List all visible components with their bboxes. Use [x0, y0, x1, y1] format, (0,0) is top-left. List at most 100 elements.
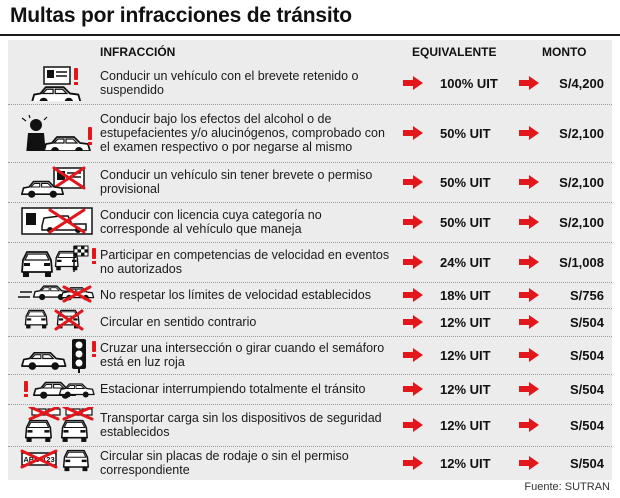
- arrow-icon: [402, 125, 424, 146]
- arrow-icon: [518, 75, 540, 96]
- fine-amount: S/2,100: [559, 215, 604, 230]
- infraction-description: Conducir con licencia cuya categoría no …: [100, 208, 322, 236]
- infraction-description: Circular sin placas de rodaje o sin el p…: [100, 449, 349, 477]
- arrow-right-icon: [403, 215, 423, 229]
- infraction-description: No respetar los límites de velocidad est…: [100, 288, 371, 302]
- arrow-right-icon: [519, 315, 539, 329]
- equivalent-value: 24% UIT: [440, 255, 491, 270]
- equivalent-value: 100% UIT: [440, 76, 498, 91]
- fine-amount: S/504: [570, 418, 604, 433]
- row-divider: [8, 308, 612, 309]
- row-divider: [8, 336, 612, 337]
- row-divider: [8, 446, 612, 447]
- arrow-icon: [518, 455, 540, 476]
- table-row: Circular en sentido contrario 12% UIT S/50…: [8, 308, 612, 336]
- no-license-icon: [20, 166, 86, 198]
- infraction-description: Conducir bajo los efectos del alcohol o …: [100, 112, 385, 154]
- arrow-icon: [402, 287, 424, 308]
- equivalent-value: 12% UIT: [440, 348, 491, 363]
- row-icon: [16, 405, 100, 448]
- fine-amount: S/504: [570, 456, 604, 471]
- arrow-icon: [402, 417, 424, 438]
- equivalent-value: 18% UIT: [440, 288, 491, 303]
- equivalent-value: 12% UIT: [440, 418, 491, 433]
- arrow-icon: [402, 254, 424, 275]
- infraction-description: Conducir un vehículo con el brevete rete…: [100, 69, 359, 97]
- row-icon: [16, 114, 100, 156]
- arrow-right-icon: [403, 456, 423, 470]
- equivalent-value: 50% UIT: [440, 215, 491, 230]
- row-divider: [8, 282, 612, 283]
- unsecured-cargo-icon: [24, 405, 94, 442]
- row-icon: [16, 204, 100, 245]
- arrow-icon: [518, 254, 540, 275]
- arrow-right-icon: [519, 126, 539, 140]
- row-divider: [8, 374, 612, 375]
- table-row: Conducir un vehículo con el brevete rete…: [8, 62, 612, 107]
- arrow-icon: [402, 381, 424, 402]
- arrow-icon: [518, 214, 540, 235]
- arrow-icon: [402, 214, 424, 235]
- arrow-right-icon: [519, 418, 539, 432]
- arrow-icon: [402, 75, 424, 96]
- table-row: Cruzar una intersección o girar cuando e…: [8, 336, 612, 374]
- fine-amount: S/756: [570, 288, 604, 303]
- fine-amount: S/504: [570, 382, 604, 397]
- speeding-car-icon: [18, 285, 95, 303]
- fine-amount: S/504: [570, 315, 604, 330]
- arrow-right-icon: [519, 255, 539, 269]
- table-row: Conducir un vehículo sin tener brevete o…: [8, 162, 612, 202]
- equivalent-value: 50% UIT: [440, 175, 491, 190]
- table-row: Estacionar interrumpiendo totalmente el …: [8, 374, 612, 404]
- blocking-parking-icon: [24, 381, 95, 399]
- source-note: Fuente: SUTRAN: [524, 481, 610, 493]
- row-divider: [8, 404, 612, 405]
- infraction-description: Estacionar interrumpiendo totalmente el …: [100, 382, 366, 396]
- header-equivalente: EQUIVALENTE: [412, 45, 497, 59]
- arrow-right-icon: [519, 215, 539, 229]
- arrow-right-icon: [519, 76, 539, 90]
- header-monto: MONTO: [542, 45, 587, 59]
- arrow-right-icon: [403, 175, 423, 189]
- table-row: Transportar carga sin los dispositivos d…: [8, 404, 612, 446]
- wrong-license-category-icon: [21, 207, 93, 235]
- row-icon: ABC-123: [16, 447, 100, 488]
- arrow-right-icon: [403, 418, 423, 432]
- arrow-right-icon: [403, 315, 423, 329]
- equivalent-value: 12% UIT: [440, 382, 491, 397]
- fines-table-panel: [8, 40, 612, 480]
- wrong-way-icon: [24, 309, 84, 331]
- equivalent-value: 50% UIT: [440, 126, 491, 141]
- arrow-right-icon: [519, 175, 539, 189]
- fine-amount: S/1,008: [559, 255, 604, 270]
- arrow-icon: [402, 174, 424, 195]
- arrow-right-icon: [403, 76, 423, 90]
- row-divider: [8, 162, 612, 163]
- arrow-right-icon: [403, 348, 423, 362]
- title-bar: Multas por infracciones de tránsito: [0, 0, 620, 36]
- row-icon: [16, 309, 100, 350]
- infraction-description: Participar en competencias de velocidad …: [100, 248, 390, 276]
- table-row: Conducir con licencia cuya categoría no …: [8, 202, 612, 242]
- arrow-icon: [518, 174, 540, 195]
- drunk-driver-icon: [21, 114, 92, 155]
- fine-amount: S/4,200: [559, 76, 604, 91]
- arrow-right-icon: [403, 382, 423, 396]
- arrow-right-icon: [519, 456, 539, 470]
- row-icon: [16, 244, 100, 285]
- equivalent-value: 12% UIT: [440, 456, 491, 471]
- arrow-icon: [518, 381, 540, 402]
- arrow-right-icon: [519, 382, 539, 396]
- infraction-description: Cruzar una intersección o girar cuando e…: [100, 341, 385, 369]
- arrow-icon: [402, 314, 424, 335]
- infraction-description: Circular en sentido contrario: [100, 315, 257, 329]
- table-row: Conducir bajo los efectos del alcohol o …: [8, 104, 612, 162]
- arrow-icon: [402, 455, 424, 476]
- row-divider: [8, 104, 612, 105]
- traffic-light-icon: [21, 339, 96, 373]
- header-infraccion: INFRACCIÓN: [100, 45, 176, 59]
- arrow-icon: [518, 287, 540, 308]
- table-row: ABC-123 Circular sin placas de rodaje o s…: [8, 446, 612, 480]
- car-suspended-license-icon: [31, 66, 82, 107]
- no-plate-icon: ABC-123: [20, 449, 89, 472]
